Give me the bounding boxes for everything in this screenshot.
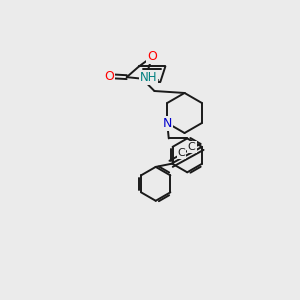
Text: C: C [188, 142, 196, 152]
Text: N: N [163, 116, 172, 130]
Text: O: O [147, 50, 157, 63]
Text: NH: NH [140, 71, 157, 84]
Text: O: O [104, 70, 114, 83]
Text: C: C [177, 148, 185, 158]
